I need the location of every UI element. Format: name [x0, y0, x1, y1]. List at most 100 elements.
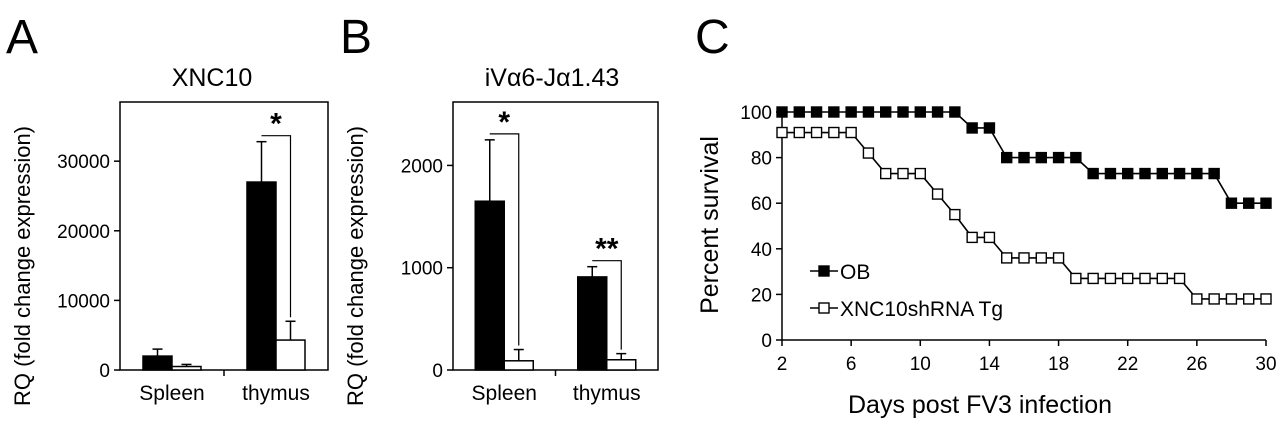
data-point [1070, 151, 1082, 164]
data-point [1208, 167, 1220, 180]
data-point [1173, 272, 1186, 285]
data-point [1260, 197, 1272, 209]
y-tick-label: 20000 [57, 222, 110, 243]
data-point [914, 106, 926, 118]
data-point [1052, 151, 1065, 164]
x-tick-label: 18 [1048, 354, 1069, 375]
chart-b-title: iVα6-Jα1.43 [485, 64, 620, 92]
data-point [1035, 151, 1047, 164]
x-category-label: thymus [242, 382, 310, 405]
data-point [1156, 272, 1168, 285]
data-point [949, 106, 961, 118]
chart-b-y-axis-label: RQ (fold change expression) [343, 126, 368, 406]
data-point [862, 106, 875, 118]
data-point [1122, 167, 1134, 180]
data-point [966, 231, 978, 244]
x-category-label: thymus [573, 382, 641, 405]
x-tick-label: 30 [1255, 354, 1276, 375]
data-point [793, 106, 805, 118]
chart-a-title: XNC10 [172, 64, 253, 92]
y-tick-label: 0 [761, 331, 772, 352]
x-tick-label: 14 [979, 354, 1001, 375]
y-tick-label: 20 [751, 285, 772, 306]
data-point [1018, 252, 1030, 264]
legend-marker [818, 302, 830, 314]
data-point [810, 126, 823, 139]
bar [474, 200, 505, 371]
y-tick-label: 0 [432, 361, 443, 382]
data-point [793, 126, 805, 139]
y-tick-label: 1000 [401, 259, 443, 280]
data-point [897, 106, 909, 118]
x-tick-label: 10 [910, 354, 931, 375]
significance-bracket [592, 260, 622, 350]
data-point [1001, 252, 1013, 264]
y-tick-label: 100 [740, 103, 772, 124]
data-point [931, 188, 944, 200]
bar [275, 339, 306, 371]
data-point [1104, 167, 1117, 180]
data-point [845, 106, 857, 118]
y-tick-label: 10000 [57, 291, 110, 312]
x-tick-label: 22 [1117, 354, 1138, 375]
chart-a: 0 10000 20000 30000 Spleen thymus * [57, 101, 329, 405]
data-point [1139, 272, 1151, 285]
data-point [828, 106, 840, 118]
x-tick-label: 6 [846, 354, 857, 375]
data-point [1087, 272, 1099, 285]
data-point [1191, 167, 1203, 180]
data-point [966, 122, 978, 134]
data-point [1018, 151, 1030, 164]
x-category-label: Spleen [472, 382, 537, 405]
data-point [1035, 252, 1047, 264]
bar [171, 365, 202, 371]
data-point [949, 208, 961, 221]
bar [503, 360, 534, 371]
chart-c-x-axis-label: Days post FV3 infection [848, 391, 1112, 419]
plot-frame [119, 101, 329, 371]
y-tick-label: 40 [751, 240, 772, 261]
panel-letter-a: A [6, 11, 38, 64]
data-point [931, 106, 944, 118]
data-point [1052, 252, 1065, 264]
significance-label: * [498, 106, 510, 139]
y-tick-label: 30000 [57, 152, 110, 173]
data-point [845, 126, 857, 139]
x-category-label: Spleen [139, 382, 204, 405]
data-point [776, 126, 788, 139]
data-point [828, 126, 840, 139]
data-point [914, 167, 926, 180]
bar [246, 181, 277, 371]
chart-a-y-axis-label: RQ (fold change expression) [10, 126, 35, 406]
data-point [1087, 167, 1099, 180]
data-point [1243, 293, 1255, 305]
data-point [1104, 272, 1117, 285]
significance-bracket [489, 133, 520, 346]
data-point [1225, 293, 1238, 305]
panel-letter-c: C [695, 11, 730, 64]
data-point [880, 167, 892, 180]
data-point [1173, 167, 1186, 180]
data-point [983, 122, 996, 134]
data-point [1243, 197, 1255, 209]
x-tick-label: 26 [1186, 354, 1207, 375]
chart-c-y-axis-label: Percent survival [696, 136, 724, 314]
data-point [1001, 151, 1013, 164]
data-point [983, 231, 996, 244]
bar [142, 355, 173, 371]
bar [577, 276, 608, 371]
legend-label: XNC10shRNA Tg [840, 298, 1003, 321]
legend-label: OB [840, 261, 870, 284]
data-point [1208, 293, 1220, 305]
significance-label: * [270, 108, 282, 141]
y-tick-label: 0 [99, 361, 110, 382]
data-point [1260, 293, 1272, 305]
panel-letter-b: B [340, 11, 372, 64]
data-point [1070, 272, 1082, 285]
data-point [897, 167, 909, 180]
data-point [862, 147, 875, 159]
data-point [1156, 167, 1168, 180]
x-tick-label: 2 [777, 354, 788, 375]
